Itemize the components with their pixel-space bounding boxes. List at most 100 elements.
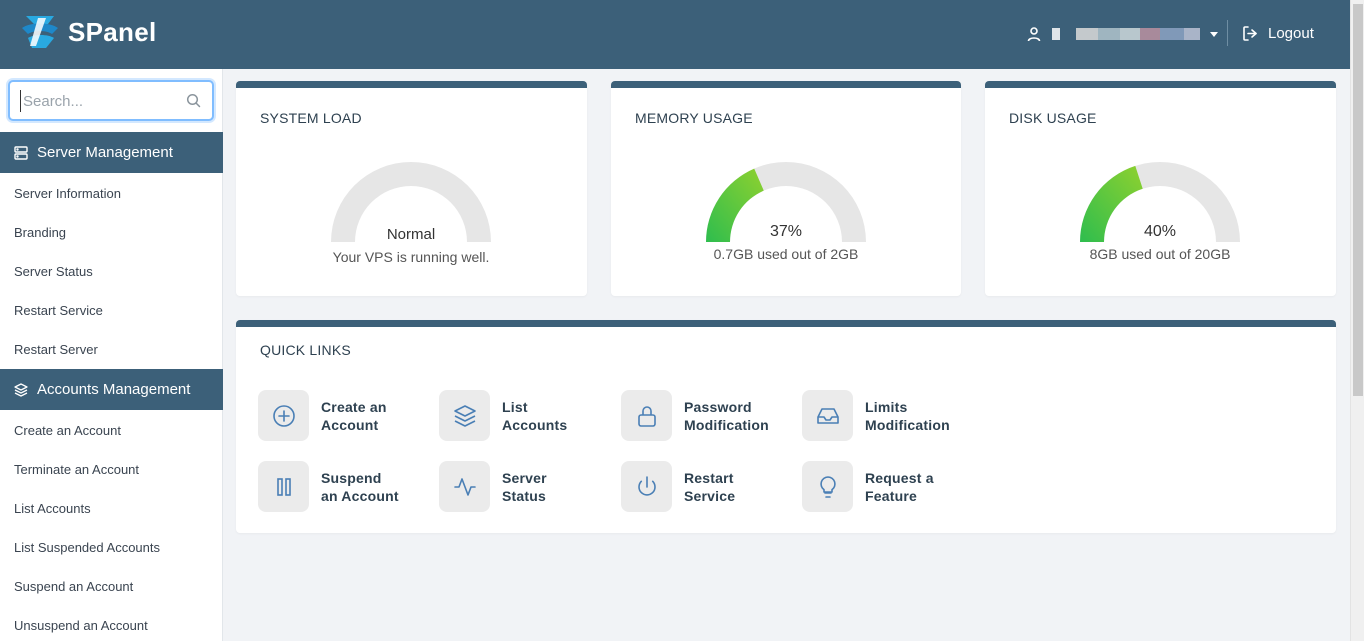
user-menu[interactable] — [1026, 22, 1218, 46]
system-load-gauge — [331, 162, 491, 242]
gauge-status: Normal — [386, 226, 436, 243]
sidebar-item-unsuspend-account[interactable]: Unsuspend an Account — [14, 618, 148, 633]
chevron-down-icon — [1210, 31, 1218, 37]
section-title: Server Management — [37, 144, 173, 161]
ql-label-line2: Status — [502, 487, 546, 504]
user-icon — [1027, 27, 1041, 42]
sidebar: Server Management Server Information Bra… — [0, 69, 223, 641]
section-accounts-management[interactable]: Accounts Management — [0, 369, 223, 410]
card-title: SYSTEM LOAD — [260, 110, 362, 126]
layers-icon — [453, 404, 476, 427]
sidebar-item-restart-service[interactable]: Restart Service — [14, 303, 103, 318]
section-title: Accounts Management — [37, 381, 191, 398]
sidebar-item-create-account[interactable]: Create an Account — [14, 423, 121, 438]
divider — [1227, 20, 1228, 46]
ql-label-line1: Server — [502, 469, 547, 486]
logout-icon — [1243, 25, 1257, 41]
app-logo[interactable]: SPanel — [20, 14, 157, 50]
disk-usage-card: DISK USAGE 40% 8GB used out of 20GB — [985, 81, 1336, 296]
quick-link-request-feature[interactable]: Request a Feature — [802, 461, 934, 512]
ql-icon-wrap — [802, 390, 853, 441]
quick-link-list-accounts[interactable]: List Accounts — [439, 390, 567, 441]
lightbulb-icon — [819, 475, 836, 498]
card-title: MEMORY USAGE — [635, 110, 753, 126]
ql-label: Suspend an Account — [321, 469, 399, 505]
lock-icon — [637, 405, 656, 427]
layers-icon — [14, 382, 28, 397]
ql-label: List Accounts — [502, 398, 567, 434]
search-box — [8, 80, 214, 121]
ql-icon-wrap — [621, 461, 672, 512]
search-icon[interactable] — [186, 93, 201, 108]
ql-icon-wrap — [621, 390, 672, 441]
memory-gauge — [706, 162, 866, 242]
quick-link-password-modification[interactable]: Password Modification — [621, 390, 769, 441]
sidebar-item-list-suspended-accounts[interactable]: List Suspended Accounts — [14, 540, 160, 555]
ql-label: Restart Service — [684, 469, 735, 505]
quick-link-create-account[interactable]: Create an Account — [258, 390, 387, 441]
sidebar-item-terminate-account[interactable]: Terminate an Account — [14, 462, 140, 477]
section-server-management[interactable]: Server Management — [0, 132, 223, 173]
search-input[interactable] — [20, 90, 180, 112]
ql-label-line2: Accounts — [502, 416, 568, 433]
app-name: SPanel — [68, 16, 157, 47]
top-navbar: SPanel Logout — [0, 0, 1350, 69]
gauge-subtitle: 0.7GB used out of 2GB — [713, 246, 859, 262]
ql-label: Password Modification — [684, 398, 769, 434]
gauge-subtitle: 8GB used out of 20GB — [1089, 246, 1231, 262]
gauge-subtitle: Your VPS is running well. — [332, 249, 490, 265]
username — [1052, 28, 1202, 40]
ql-label: Server Status — [502, 469, 547, 505]
ql-label-line2: Feature — [865, 487, 917, 504]
power-icon — [637, 475, 656, 496]
system-load-card: SYSTEM LOAD Normal Your VPS is running w… — [236, 81, 587, 296]
ql-label-line1: Request a — [865, 469, 934, 486]
sidebar-item-restart-server[interactable]: Restart Server — [14, 342, 98, 357]
quick-links-card: QUICK LINKS Create an Account List Account… — [236, 320, 1336, 533]
ql-label-line2: Modification — [684, 416, 769, 433]
disk-gauge-fill — [1080, 165, 1143, 242]
ql-label-line1: Password — [684, 398, 752, 415]
memory-usage-card: MEMORY USAGE 37% 0.7GB used out of 2GB — [611, 81, 961, 296]
sidebar-item-server-information[interactable]: Server Information — [14, 186, 121, 201]
pause-icon — [276, 477, 291, 496]
ql-label-line1: List — [502, 398, 528, 415]
logout-label: Logout — [1268, 24, 1314, 42]
quick-link-limits-modification[interactable]: Limits Modification — [802, 390, 950, 441]
disk-gauge — [1080, 162, 1240, 242]
ql-label-line2: Service — [684, 487, 736, 504]
page-scrollbar[interactable] — [1350, 0, 1364, 641]
server-icon — [14, 145, 28, 160]
card-title: QUICK LINKS — [260, 342, 351, 358]
ql-label-line1: Restart — [684, 469, 734, 486]
logout-button[interactable]: Logout — [1242, 22, 1314, 44]
ql-icon-wrap — [439, 461, 490, 512]
ql-label-line1: Limits — [865, 398, 908, 415]
gauge-percent: 37% — [769, 223, 803, 240]
sidebar-item-server-status[interactable]: Server Status — [14, 264, 93, 279]
ql-label: Request a Feature — [865, 469, 934, 505]
sidebar-item-list-accounts[interactable]: List Accounts — [14, 501, 91, 516]
quick-link-server-status[interactable]: Server Status — [439, 461, 547, 512]
ql-label-line1: Suspend — [321, 469, 382, 486]
plus-circle-icon — [272, 404, 295, 427]
ql-icon-wrap — [439, 390, 490, 441]
spanel-logo-icon — [22, 16, 58, 48]
ql-icon-wrap — [258, 461, 309, 512]
ql-label: Limits Modification — [865, 398, 950, 434]
ql-label-line2: Account — [321, 416, 379, 433]
ql-label-line2: an Account — [321, 487, 399, 504]
ql-icon-wrap — [802, 461, 853, 512]
gauge-percent: 40% — [1143, 223, 1177, 240]
sidebar-item-branding[interactable]: Branding — [14, 225, 67, 240]
quick-link-suspend-account[interactable]: Suspend an Account — [258, 461, 399, 512]
quick-link-restart-service[interactable]: Restart Service — [621, 461, 735, 512]
activity-icon — [453, 477, 476, 496]
ql-icon-wrap — [258, 390, 309, 441]
memory-gauge-fill — [706, 168, 764, 242]
sidebar-item-suspend-account[interactable]: Suspend an Account — [14, 579, 134, 594]
ql-label-line1: Create an — [321, 398, 387, 415]
inbox-icon — [816, 407, 839, 424]
scrollbar-thumb[interactable] — [1353, 4, 1363, 396]
ql-label-line2: Modification — [865, 416, 950, 433]
